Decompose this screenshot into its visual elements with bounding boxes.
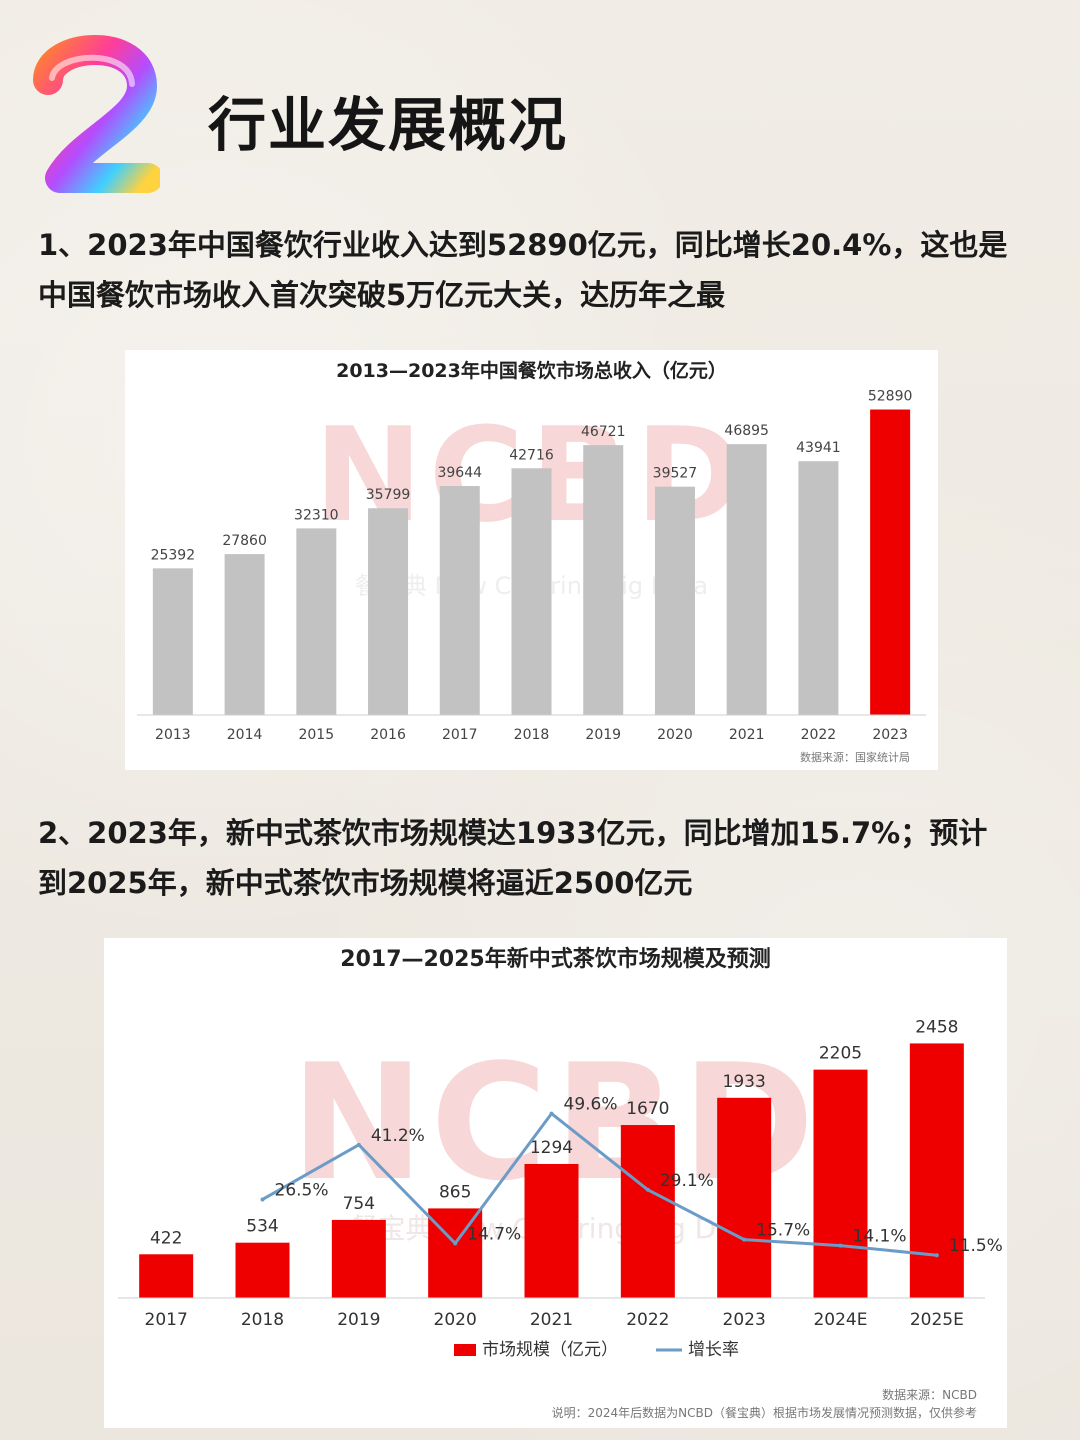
bar xyxy=(524,1163,579,1298)
paragraph-line: 1、2023年中国餐饮行业收入达到52890亿元，同比增长20.4%，这也是 xyxy=(38,228,1008,262)
data-label: 1933 xyxy=(723,1072,766,1092)
paragraph-line: 到2025年，新中式茶饮市场规模将逼近2500亿元 xyxy=(38,866,693,900)
bar xyxy=(152,568,193,715)
number-two-badge-icon xyxy=(33,35,160,193)
chart-title: 2017—2025年新中式茶饮市场规模及预测 xyxy=(340,946,770,972)
growth-rate-label: 14.1% xyxy=(853,1227,907,1247)
data-label: 754 xyxy=(343,1194,375,1214)
x-tick-label: 2020 xyxy=(434,1310,477,1330)
growth-rate-point xyxy=(549,1111,554,1116)
growth-rate-label: 11.5% xyxy=(949,1236,1003,1256)
x-tick-label: 2016 xyxy=(370,727,406,743)
bar xyxy=(368,508,409,715)
disclaimer-note: 说明：2024年后数据为NCBD（餐宝典）根据市场发展情况预测数据，仅供参考 xyxy=(552,1405,977,1420)
data-label: 46721 xyxy=(581,424,626,440)
x-tick-label: 2020 xyxy=(657,727,693,743)
x-tick-label: 2018 xyxy=(514,727,550,743)
data-label: 42716 xyxy=(509,447,554,463)
bar xyxy=(909,1043,964,1298)
data-label: 25392 xyxy=(151,547,196,563)
data-label: 534 xyxy=(246,1217,278,1237)
x-tick-label: 2021 xyxy=(729,727,765,743)
x-tick-label: 2022 xyxy=(801,727,837,743)
bar xyxy=(870,409,911,715)
growth-rate-label: 49.6% xyxy=(564,1095,618,1115)
growth-rate-point xyxy=(356,1142,361,1147)
growth-rate-point xyxy=(934,1253,939,1258)
growth-rate-label: 15.7% xyxy=(756,1221,810,1241)
data-label: 2205 xyxy=(819,1044,862,1064)
bar xyxy=(296,528,337,715)
data-label: 46895 xyxy=(724,423,769,439)
paragraph-line: 2、2023年，新中式茶饮市场规模达1933亿元，同比增加15.7%；预计 xyxy=(38,816,988,850)
source-note: 数据来源：NCBD xyxy=(882,1387,977,1402)
x-tick-label: 2021 xyxy=(530,1310,573,1330)
growth-rate-label: 26.5% xyxy=(275,1180,329,1200)
data-label: 32310 xyxy=(294,507,339,523)
chart-title: 2013—2023年中国餐饮市场总收入（亿元） xyxy=(336,359,727,382)
growth-rate-point xyxy=(645,1187,650,1192)
x-tick-label: 2022 xyxy=(626,1310,669,1330)
data-label: 39644 xyxy=(437,465,482,481)
x-tick-label: 2018 xyxy=(241,1310,284,1330)
growth-rate-line xyxy=(261,1112,937,1257)
bar xyxy=(331,1219,386,1298)
x-tick-label: 2024E xyxy=(813,1310,867,1330)
bar xyxy=(726,444,767,715)
data-label: 27860 xyxy=(222,533,267,549)
bar xyxy=(583,445,624,715)
growth-rate-point xyxy=(260,1197,265,1202)
growth-rate-label: 41.2% xyxy=(371,1126,425,1146)
data-label: 43941 xyxy=(796,440,841,456)
bar xyxy=(511,468,552,715)
growth-rate-point xyxy=(453,1241,458,1246)
bar xyxy=(798,461,839,715)
legend-swatch-bar xyxy=(454,1344,476,1356)
data-label: 1294 xyxy=(530,1138,573,1158)
bar xyxy=(717,1097,772,1298)
x-tick-label: 2019 xyxy=(585,727,621,743)
source-note: 数据来源：国家统计局 xyxy=(800,750,910,764)
growth-rate-point xyxy=(838,1243,843,1248)
section-title: 行业发展概况 xyxy=(208,91,569,159)
paragraph-line: 中国餐饮市场收入首次突破5万亿元大关，达历年之最 xyxy=(38,278,726,312)
growth-rate-point xyxy=(742,1237,747,1242)
bar xyxy=(224,554,265,715)
bar xyxy=(139,1254,194,1298)
data-label: 422 xyxy=(150,1228,182,1248)
x-tick-label: 2023 xyxy=(723,1310,766,1330)
x-tick-label: 2025E xyxy=(910,1310,964,1330)
bar xyxy=(235,1242,290,1298)
bar xyxy=(654,486,695,715)
data-label: 1670 xyxy=(626,1099,669,1119)
data-label: 39527 xyxy=(653,466,698,482)
x-tick-label: 2017 xyxy=(442,727,478,743)
growth-rate-label: 14.7% xyxy=(467,1224,521,1244)
bar xyxy=(439,486,480,715)
data-label: 2458 xyxy=(915,1017,958,1037)
legend-label-market-size: 市场规模（亿元） xyxy=(482,1340,618,1360)
legend-label-growth-rate: 增长率 xyxy=(688,1340,739,1360)
paragraph-restaurant-revenue: 1、2023年中国餐饮行业收入达到52890亿元，同比增长20.4%，这也是 中… xyxy=(38,220,1048,320)
data-label: 52890 xyxy=(868,389,913,405)
x-tick-label: 2015 xyxy=(298,727,334,743)
bar xyxy=(620,1125,675,1298)
growth-rate-label: 29.1% xyxy=(660,1171,714,1191)
bar xyxy=(428,1208,483,1298)
x-tick-label: 2023 xyxy=(872,727,908,743)
x-tick-label: 2014 xyxy=(227,727,263,743)
bar xyxy=(813,1069,868,1298)
x-tick-label: 2013 xyxy=(155,727,191,743)
x-tick-label: 2019 xyxy=(337,1310,380,1330)
x-tick-label: 2017 xyxy=(145,1310,188,1330)
data-label: 35799 xyxy=(366,487,411,503)
paragraph-tea-market: 2、2023年，新中式茶饮市场规模达1933亿元，同比增加15.7%；预计 到2… xyxy=(38,808,1048,908)
data-label: 865 xyxy=(439,1182,471,1202)
